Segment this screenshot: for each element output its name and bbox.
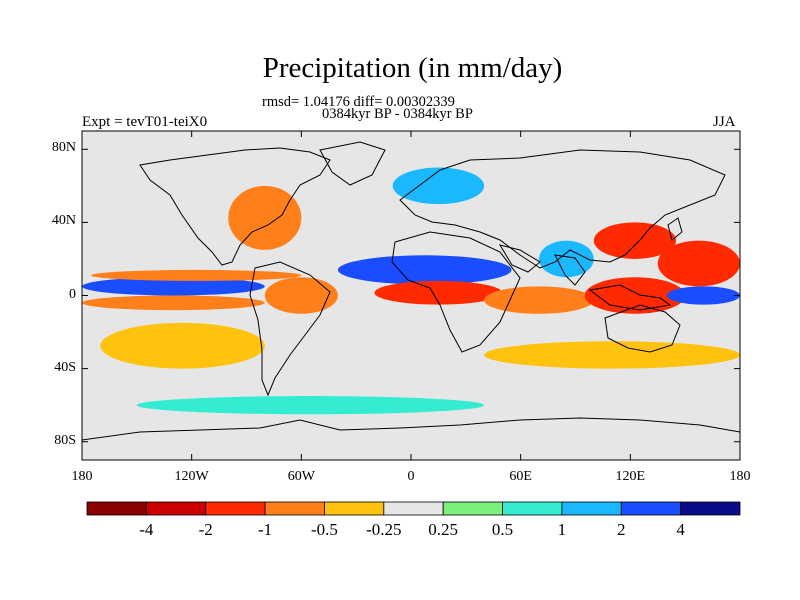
colorbar-swatch [502, 501, 563, 516]
lon-label: 0 [407, 469, 415, 484]
lon-label: 120W [174, 469, 209, 484]
colorbar-label: -1 [257, 520, 273, 539]
colorbar-swatch [86, 501, 147, 516]
precipitation-field [82, 167, 740, 415]
coast-south-america [249, 261, 331, 397]
lon-label: 60E [509, 469, 532, 484]
field-southern-indian-ocean-dry [484, 341, 740, 369]
lon-label: 180 [71, 469, 93, 484]
field-east-asia-dry [593, 222, 677, 259]
colorbar-swatch [383, 501, 444, 516]
field-southern-ocean-wet [136, 396, 485, 415]
field-west-pacific-equatorial-wet [666, 286, 740, 305]
colorbar-swatch [145, 501, 207, 516]
field-equatorial-africa-dry [374, 280, 503, 305]
colorbar-swatch [442, 501, 503, 516]
lon-label: 120E [615, 469, 646, 484]
field-indian-ocean-dry [484, 286, 594, 314]
colorbar-swatch [561, 501, 622, 516]
colorbar-swatch [205, 501, 266, 516]
colorbar-label: 1 [557, 520, 567, 539]
field-eastern-pacific-itcz-dry [91, 269, 302, 281]
coast-africa [391, 231, 521, 353]
lon-label: 180 [729, 469, 751, 484]
lat-label: 80S [54, 432, 76, 448]
field-equatorial-pacific-south-dry [82, 295, 265, 311]
colorbar [86, 501, 741, 516]
colorbar-label: 0.25 [428, 520, 459, 539]
map-plot-area [82, 131, 740, 460]
season-label: JJA [713, 114, 736, 130]
coastlines [82, 141, 740, 441]
stats-line: rmsd= 1.04176 diff= 0.00302339 [262, 94, 455, 110]
coast-north-america [139, 147, 331, 266]
lat-label: 40N [51, 213, 76, 229]
coast-greenland [319, 141, 386, 186]
field-south-pacific-convergence-dry [100, 322, 265, 369]
field-india-monsoon-wet [538, 240, 594, 278]
experiment-label: Expt = tevT01-teiX0 [82, 114, 208, 130]
field-west-pacific-dry [657, 240, 740, 287]
lat-label: 80N [51, 140, 76, 156]
axis-ticks [81, 131, 741, 460]
colorbar-label: 4 [676, 520, 685, 539]
field-south-america-amazon-dry [264, 277, 338, 314]
coast-indonesia [588, 284, 672, 311]
field-europe-scandinavia-wet [392, 167, 485, 205]
field-north-america-east-dry [228, 185, 302, 250]
period-label: 0384kyr BP - 0384kyr BP [322, 106, 473, 122]
lat-label: 40S [54, 359, 76, 375]
colorbar-label: -0.5 [310, 520, 338, 539]
colorbar-label: -2 [198, 520, 213, 539]
colorbar-swatch [264, 501, 325, 516]
colorbar-label: -4 [139, 520, 154, 539]
coast-india [554, 254, 586, 286]
colorbar-swatch [620, 501, 682, 516]
field-sahel-atlantic-wet [337, 255, 512, 285]
lat-label: 0 [69, 286, 76, 302]
figure-title: Precipitation (in mm/day) [262, 52, 563, 84]
coast-arabia [498, 244, 541, 273]
colorbar-label: 0.5 [491, 520, 514, 539]
colorbar-swatch [680, 501, 741, 516]
coast-antarctica [82, 417, 740, 441]
coast-australia [604, 304, 681, 353]
field-equatorial-pacific-wet-band [82, 277, 265, 296]
coast-eurasia [399, 149, 726, 269]
colorbar-swatch [324, 501, 385, 516]
coast-japan [667, 217, 683, 241]
lon-label: 60W [287, 469, 315, 484]
colorbar-label: -0.25 [366, 520, 402, 539]
colorbar-label: 2 [617, 520, 626, 539]
